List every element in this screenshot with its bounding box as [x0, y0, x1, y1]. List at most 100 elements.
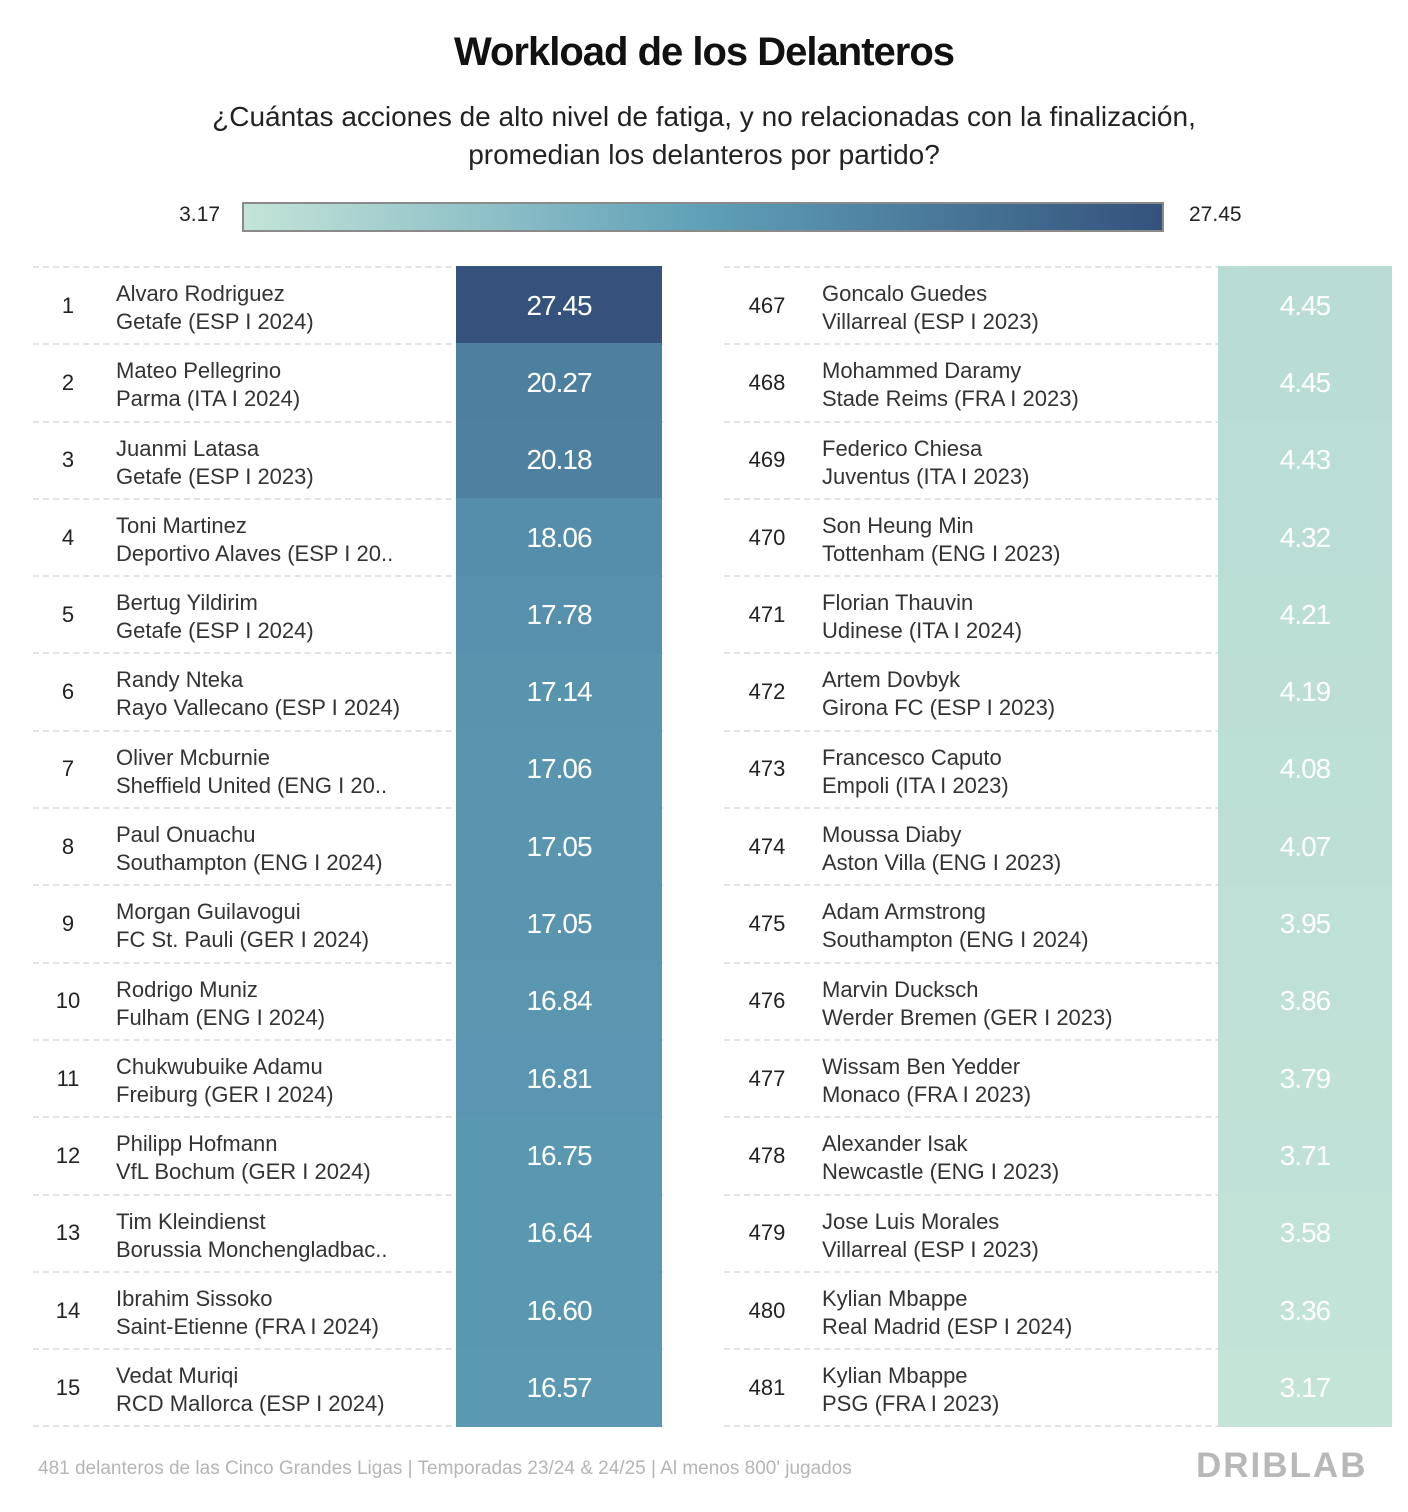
rank-label: 9: [61, 911, 75, 937]
player-info: Vedat Muriqi RCD Mallorca (ESP I 2024): [116, 1362, 385, 1418]
table-row: 481 Kylian Mbappe PSG (FRA I 2023) 3.17: [724, 1348, 1392, 1428]
table-row: 478 Alexander Isak Newcastle (ENG I 2023) 3…: [724, 1116, 1392, 1196]
value-cell: 4.07: [1218, 807, 1392, 887]
player-info: Chukwubuike Adamu Freiburg (GER I 2024): [116, 1053, 334, 1109]
table-row: 3 Juanmi Latasa Getafe (ESP I 2023) 20.18: [33, 420, 663, 500]
team-season: Southampton (ENG I 2024): [116, 850, 383, 876]
player-name: Adam Armstrong: [822, 899, 986, 925]
team-season: Freiburg (GER I 2024): [116, 1081, 334, 1107]
rank-label: 2: [61, 369, 75, 395]
rank-label: 4: [61, 524, 75, 550]
rank-label: 14: [55, 1297, 81, 1323]
player-info: Francesco Caputo Empoli (ITA I 2023): [822, 744, 1009, 800]
table-row: 10 Rodrigo Muniz Fulham (ENG I 2024) 16.84: [33, 961, 663, 1041]
value-cell: 16.84: [456, 961, 662, 1041]
player-info: Adam Armstrong Southampton (ENG I 2024): [822, 898, 1089, 954]
rank-label: 470: [748, 524, 786, 550]
value-cell: 16.75: [456, 1116, 662, 1196]
player-info: Mateo Pellegrino Parma (ITA I 2024): [116, 357, 300, 413]
team-season: Udinese (ITA I 2024): [822, 618, 1023, 644]
value-cell: 4.32: [1218, 497, 1392, 578]
value-cell: 4.08: [1218, 729, 1392, 810]
rank-label: 481: [748, 1374, 786, 1400]
player-info: Bertug Yildirim Getafe (ESP I 2024): [116, 589, 314, 645]
player-info: Toni Martinez Deportivo Alaves (ESP I 20.…: [116, 512, 393, 568]
team-season: Werder Bremen (GER I 2023): [822, 1004, 1113, 1030]
value-cell: 3.17: [1218, 1348, 1392, 1428]
rank-label: 480: [748, 1297, 786, 1323]
value-cell: 4.45: [1218, 266, 1392, 346]
player-info: Florian Thauvin Udinese (ITA I 2024): [822, 589, 1022, 645]
rank-label: 472: [748, 679, 786, 705]
rank-label: 1: [61, 292, 75, 318]
value-cell: 3.36: [1218, 1270, 1392, 1351]
table-row: 475 Adam Armstrong Southampton (ENG I 2024…: [724, 884, 1392, 964]
table-row: 2 Mateo Pellegrino Parma (ITA I 2024) 20.27: [33, 343, 663, 423]
footer-note: 481 delanteros de las Cinco Grandes Liga…: [38, 1458, 852, 1479]
team-season: Deportivo Alaves (ESP I 20..: [116, 540, 394, 566]
value-cell: 3.86: [1218, 961, 1392, 1041]
team-season: Borussia Monchengladbac..: [116, 1236, 388, 1262]
player-info: Artem Dovbyk Girona FC (ESP I 2023): [822, 666, 1055, 722]
rank-label: 469: [748, 447, 786, 473]
player-info: Wissam Ben Yedder Monaco (FRA I 2023): [822, 1053, 1031, 1109]
table-row: 469 Federico Chiesa Juventus (ITA I 2023) 4…: [724, 420, 1392, 500]
team-season: PSG (FRA I 2023): [822, 1391, 1000, 1417]
table-row: 15 Vedat Muriqi RCD Mallorca (ESP I 2024) 1…: [33, 1348, 663, 1428]
value-cell: 4.43: [1218, 420, 1392, 500]
player-name: Goncalo Guedes: [822, 281, 988, 306]
team-season: Villarreal (ESP I 2023): [822, 309, 1039, 334]
player-name: Randy Nteka: [116, 667, 244, 693]
table-row: 8 Paul Onuachu Southampton (ENG I 2024) 17.…: [33, 807, 663, 887]
value-cell: 4.19: [1218, 652, 1392, 732]
team-season: Getafe (ESP I 2024): [116, 618, 314, 644]
player-info: Oliver Mcburnie Sheffield United (ENG I 2…: [116, 744, 387, 800]
value-cell: 17.14: [456, 652, 662, 732]
player-name: Federico Chiesa: [822, 435, 983, 461]
value-cell: 3.79: [1218, 1038, 1392, 1119]
player-name: Kylian Mbappe: [822, 1363, 968, 1389]
legend-max-label: 27.45: [1189, 203, 1242, 226]
rank-label: 3: [61, 447, 75, 473]
player-name: Tim Kleindienst: [116, 1208, 266, 1234]
player-info: Son Heung Min Tottenham (ENG I 2023): [822, 512, 1060, 568]
bottom-workload-table: 467 Goncalo Guedes Villarreal (ESP I 2023)…: [724, 266, 1392, 1428]
rank-label: 15: [55, 1374, 81, 1400]
team-season: Tottenham (ENG I 2023): [822, 540, 1061, 566]
player-name: Son Heung Min: [822, 512, 974, 538]
player-info: Moussa Diaby Aston Villa (ENG I 2023): [822, 821, 1061, 877]
team-season: FC St. Pauli (GER I 2024): [116, 927, 370, 953]
table-row: 470 Son Heung Min Tottenham (ENG I 2023) 4.…: [724, 497, 1392, 578]
table-row: 468 Mohammed Daramy Stade Reims (FRA I 202…: [724, 343, 1392, 423]
team-season: Saint-Etienne (FRA I 2024): [116, 1313, 379, 1339]
table-row: 474 Moussa Diaby Aston Villa (ENG I 2023) 4…: [724, 807, 1392, 887]
team-season: Fulham (ENG I 2024): [116, 1004, 326, 1030]
chart-title: Workload de los Delanteros: [453, 30, 955, 74]
table-row: 479 Jose Luis Morales Villarreal (ESP I 20…: [724, 1193, 1392, 1273]
table-row: 471 Florian Thauvin Udinese (ITA I 2024) 4.…: [724, 575, 1392, 655]
team-season: Parma (ITA I 2024): [116, 386, 301, 412]
table-row: 5 Bertug Yildirim Getafe (ESP I 2024) 17.78: [33, 575, 663, 655]
team-season: VfL Bochum (GER I 2024): [116, 1159, 371, 1185]
player-name: Juanmi Latasa: [116, 435, 260, 461]
rank-label: 476: [748, 988, 786, 1014]
rank-label: 479: [748, 1220, 786, 1246]
player-info: Kylian Mbappe PSG (FRA I 2023): [822, 1362, 999, 1418]
team-season: Southampton (ENG I 2024): [822, 927, 1089, 953]
team-season: Newcastle (ENG I 2023): [822, 1159, 1060, 1185]
value-cell: 4.45: [1218, 343, 1392, 423]
team-season: Empoli (ITA I 2023): [822, 772, 1009, 798]
player-info: Ibrahim Sissoko Saint-Etienne (FRA I 2024…: [116, 1285, 379, 1341]
value-cell: 3.58: [1218, 1193, 1392, 1273]
rank-label: 6: [61, 679, 75, 705]
value-cell: 3.71: [1218, 1116, 1392, 1196]
player-info: Goncalo Guedes Villarreal (ESP I 2023): [822, 280, 1039, 336]
table-row: 473 Francesco Caputo Empoli (ITA I 2023) 4.…: [724, 729, 1392, 810]
value-cell: 16.81: [456, 1038, 662, 1119]
value-cell: 16.60: [456, 1270, 662, 1351]
player-name: Moussa Diaby: [822, 822, 962, 848]
player-name: Ibrahim Sissoko: [116, 1285, 273, 1311]
rank-label: 8: [61, 833, 75, 859]
player-name: Alvaro Rodriguez: [116, 281, 285, 306]
player-name: Mohammed Daramy: [822, 358, 1022, 384]
